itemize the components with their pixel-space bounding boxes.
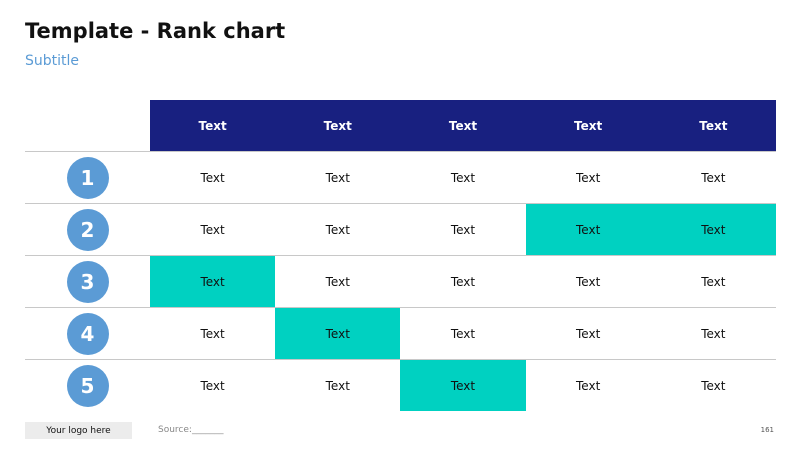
column-header: Text [574,118,603,133]
rank-cell: 3 [25,256,150,307]
rank-badge: 1 [66,156,109,199]
table-cell: Text [325,378,350,393]
table-row: 5 Text Text Text Text Text [25,359,776,411]
column-header: Text [198,118,227,133]
source-note: Source:_______ [158,425,224,435]
highlighted-cell: Text [150,256,276,307]
table-cell: Text [701,378,726,393]
table-cell: Text [200,170,225,185]
table-cell: Text [325,170,350,185]
table-row: 2 Text Text Text Text Text [25,203,776,255]
rank-badge: 5 [66,364,109,407]
header-spacer [25,100,150,151]
page-number: 161 [760,426,774,434]
page-title: Template - Rank chart [25,19,286,43]
table-cell: Text [450,222,476,237]
rank-cell: 4 [25,308,150,359]
rank-cell: 1 [25,152,150,203]
table-row: 1 Text Text Text Text Text [25,151,776,203]
header-cells: Text Text Text Text Text [150,100,776,151]
highlighted-cell: Text [275,308,401,359]
table-cell: Text [450,274,476,289]
table-cell: Text [450,326,476,341]
rank-cell: 2 [25,204,150,255]
highlighted-cell: Text [650,204,776,255]
table-cell: Text [200,222,225,237]
table-cell: Text [701,326,726,341]
table-cell: Text [701,170,726,185]
table-row: 4 Text Text Text Text Text [25,307,776,359]
table-cell: Text [450,170,476,185]
highlighted-cell: Text [400,360,526,411]
table-cell: Text [701,274,726,289]
rank-cell: 5 [25,360,150,411]
table-cell: Text [200,326,225,341]
table-cell: Text [325,222,350,237]
table-header-row: Text Text Text Text Text [25,100,776,151]
column-header: Text [699,118,728,133]
table-cell: Text [576,326,601,341]
rank-badge: 4 [66,312,109,355]
table-row: 3 Text Text Text Text Text [25,255,776,307]
table-cell: Text [576,274,601,289]
column-header: Text [323,118,352,133]
table-body: 1 Text Text Text Text Text 2 Text Text Text Text Te… [25,151,776,411]
highlighted-cell: Text [525,204,651,255]
page-subtitle: Subtitle [25,53,80,69]
table-cell: Text [325,274,350,289]
table-cell: Text [200,378,225,393]
rank-badge: 3 [66,260,109,303]
table-cell: Text [576,378,601,393]
rank-table: Text Text Text Text Text 1 Text Text Text Te… [25,100,776,411]
rank-badge: 2 [66,208,109,251]
logo-placeholder: Your logo here [25,422,132,439]
column-header: Text [448,118,478,133]
table-cell: Text [576,170,601,185]
